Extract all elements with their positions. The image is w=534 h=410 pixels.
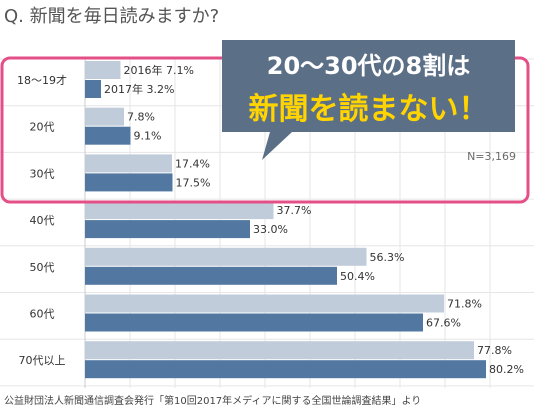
data-label: 77.8% xyxy=(477,344,512,357)
category-label: 50代 xyxy=(30,261,55,274)
bar-2016 xyxy=(85,247,367,266)
data-label: 50.4% xyxy=(340,270,375,283)
category-label: 18～19才 xyxy=(17,73,67,87)
category-label: 70代以上 xyxy=(19,354,66,367)
callout-line-2: 新聞を読まない！ xyxy=(248,92,489,127)
callout-bubble xyxy=(222,40,515,160)
data-label: 56.3% xyxy=(370,251,405,264)
bar-2017 xyxy=(85,80,101,98)
bar-2017 xyxy=(85,313,423,332)
bar-2016 xyxy=(85,61,121,79)
bar-2017 xyxy=(85,360,486,379)
source-note: 公益財団法人新聞通信調査会発行「第10回2017年メディアに関する全国世論調査結… xyxy=(4,396,422,407)
bar-2017 xyxy=(85,173,173,192)
bar-2016 xyxy=(85,341,474,360)
data-label: 37.7% xyxy=(277,204,312,217)
data-label: 7.8% xyxy=(127,111,155,124)
category-label: 40代 xyxy=(30,214,55,227)
data-label: 17.5% xyxy=(176,176,211,189)
callout-box: 20～30代の8割は 新聞を読まない！ xyxy=(222,40,515,132)
data-label: 67.6% xyxy=(426,317,461,330)
data-label: 71.8% xyxy=(447,298,482,311)
category-label: 30代 xyxy=(30,167,55,180)
callout-line-1: 20～30代の8割は xyxy=(266,52,471,80)
bar-2016 xyxy=(85,201,274,220)
category-label: 60代 xyxy=(30,308,55,321)
sample-size-label: N=3,169 xyxy=(467,150,516,163)
bar-2016 xyxy=(85,294,444,313)
data-label: 33.0% xyxy=(253,223,288,236)
data-label: 9.1% xyxy=(134,130,162,143)
category-label: 20代 xyxy=(30,121,55,134)
chart-title: Q. 新聞を毎日読みますか? xyxy=(4,6,220,27)
data-label: 80.2% xyxy=(489,363,524,376)
bar-2017 xyxy=(85,266,337,285)
bar-2017 xyxy=(85,126,131,145)
bar-2017 xyxy=(85,220,250,239)
bar-2016 xyxy=(85,154,172,173)
data-label: 2017年 3.2% xyxy=(104,82,174,96)
data-label: 17.4% xyxy=(175,157,210,170)
data-label: 2016年 7.1% xyxy=(124,63,194,77)
bar-2016 xyxy=(85,107,124,126)
